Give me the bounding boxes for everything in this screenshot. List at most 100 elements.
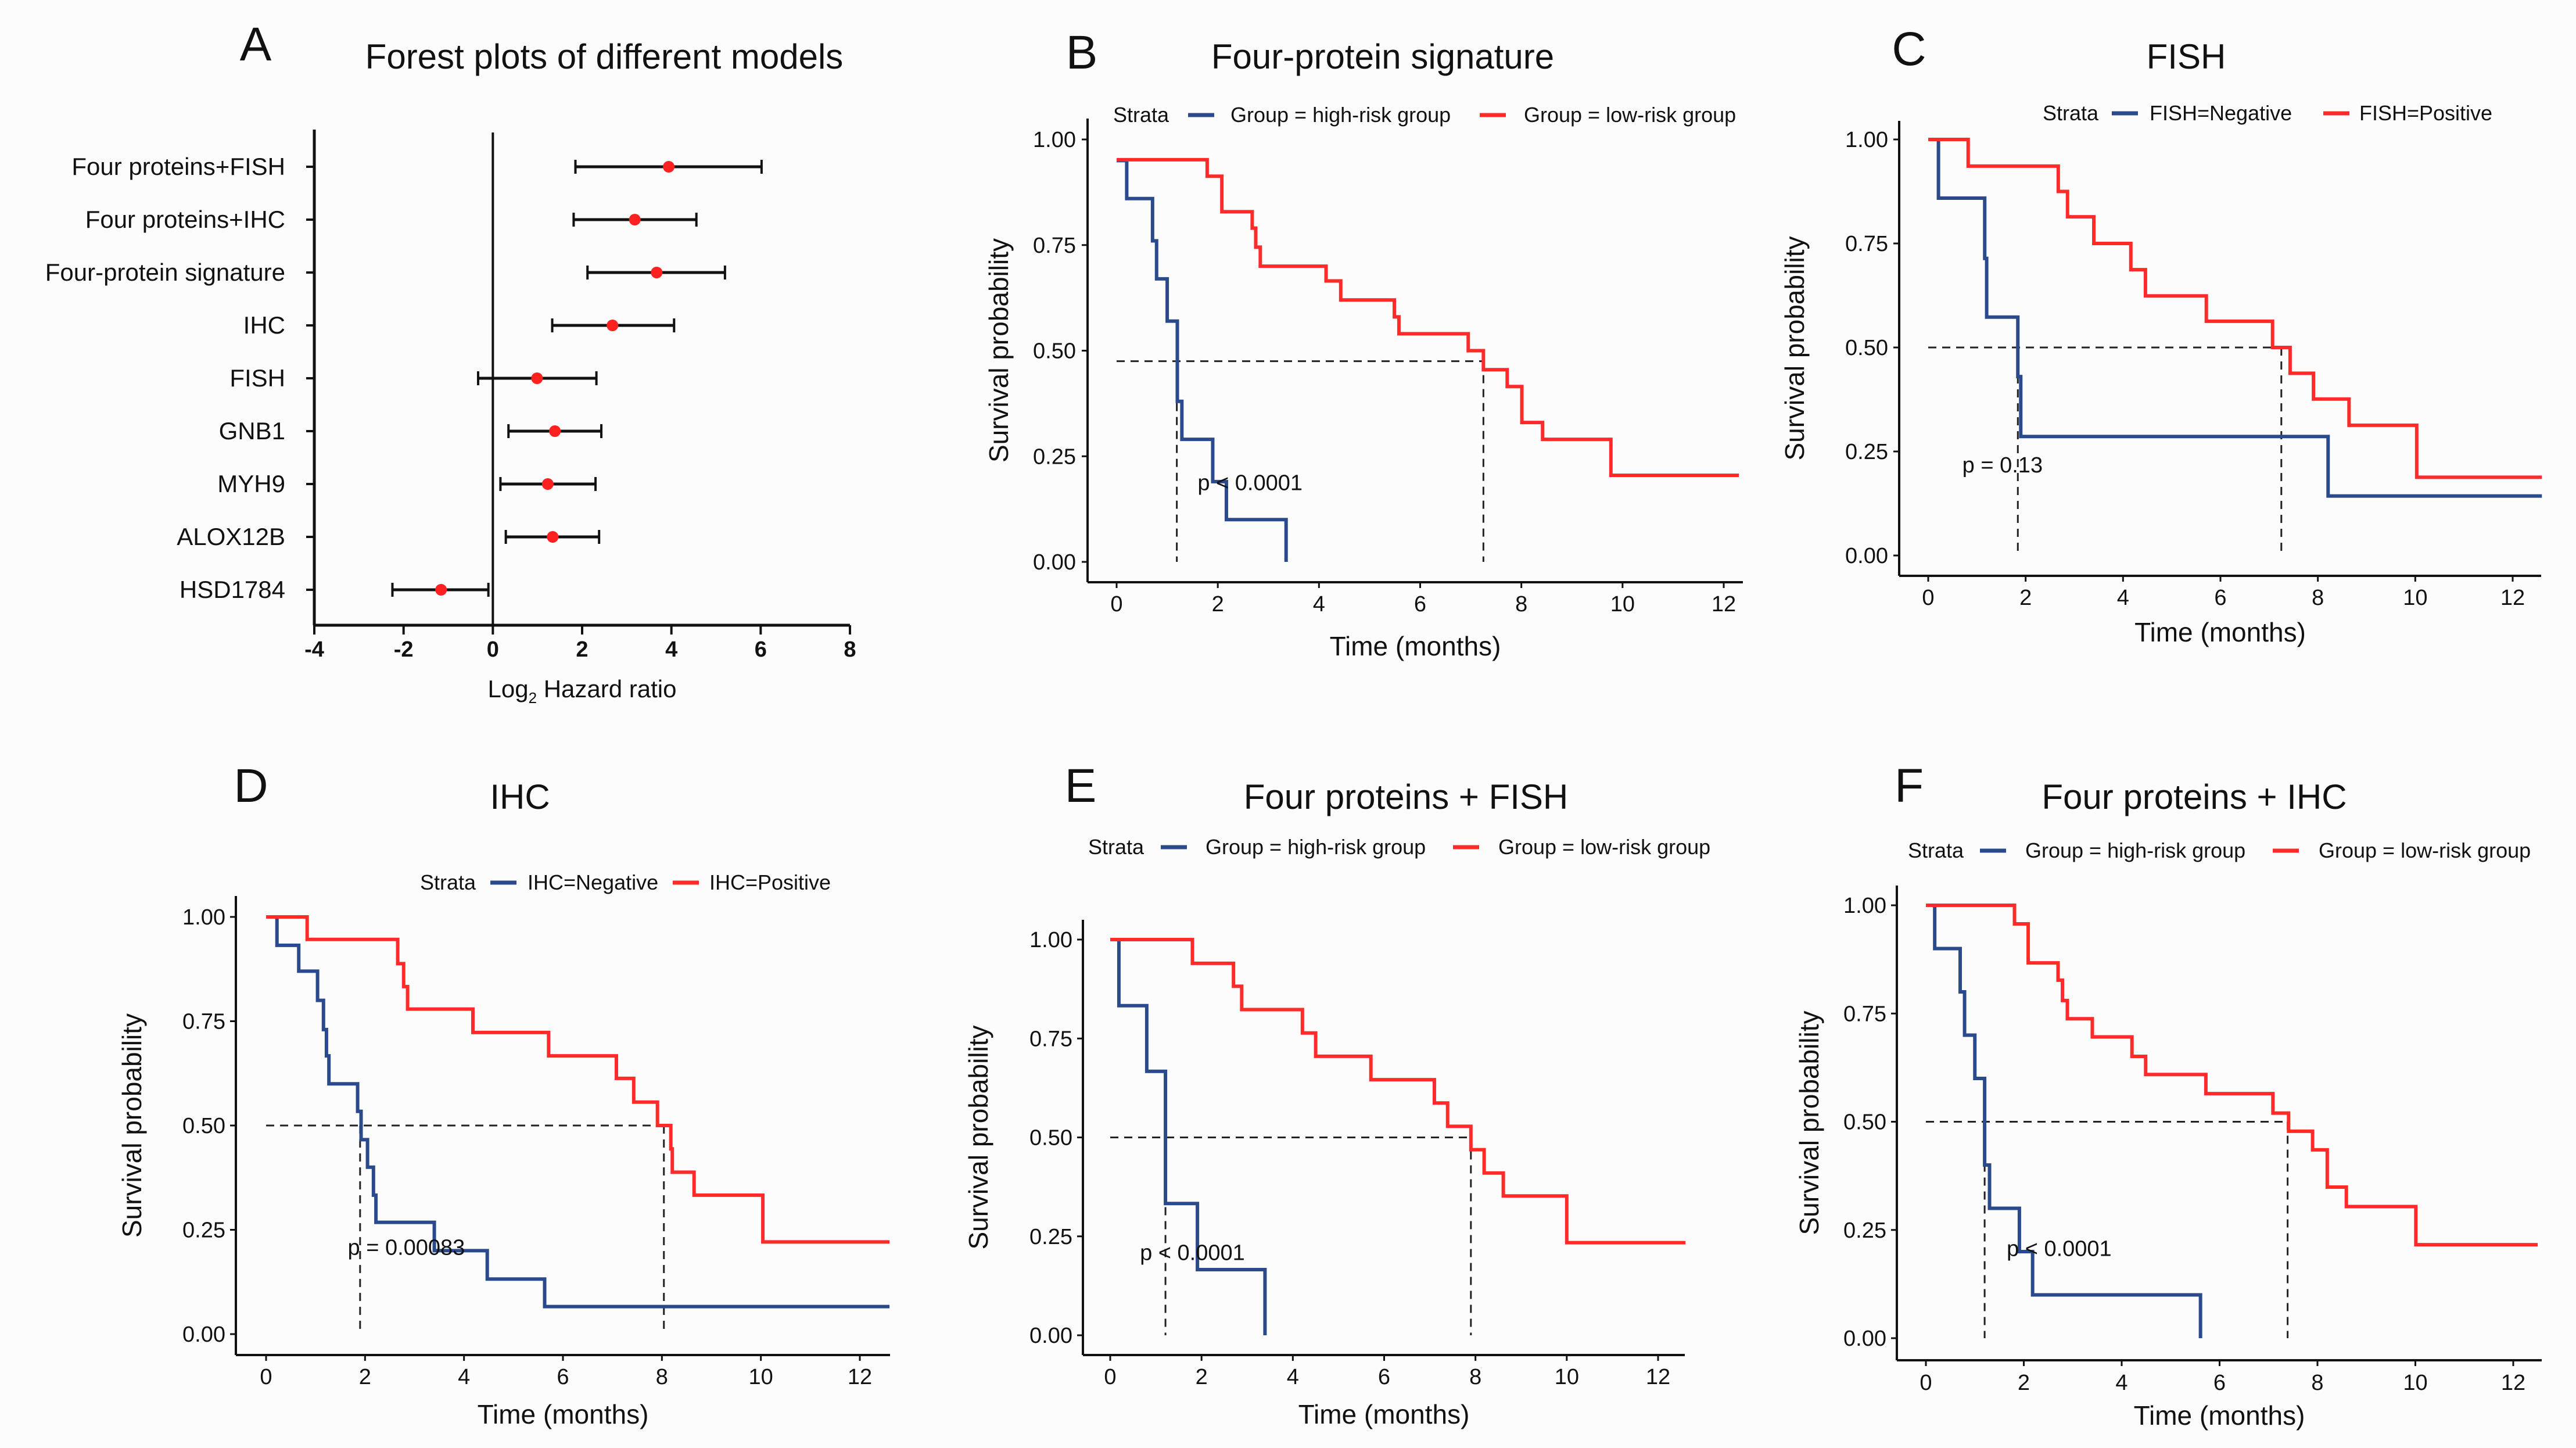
y-tick-label: 0.75 (1033, 234, 1076, 258)
x-tick-label: 6 (557, 1365, 569, 1389)
x-tick-label: -4 (304, 637, 324, 662)
legend-title: Strata (1908, 838, 1964, 862)
hazard-ratio-point (629, 214, 641, 225)
x-tick-label: 4 (2115, 1371, 2127, 1395)
x-axis-label: Log2 Hazard ratio (488, 675, 677, 707)
x-tick-label: 10 (2403, 586, 2427, 610)
forest-row: HSD1784 (180, 576, 490, 603)
y-tick-label: 0.50 (1029, 1126, 1072, 1150)
p-value-label: p < 0.0001 (1197, 471, 1303, 495)
panel-letter: B (1066, 26, 1098, 79)
x-tick-label: 0 (1920, 1371, 1932, 1395)
row-label: Four proteins+IHC (85, 206, 285, 233)
panel-letter: E (1065, 759, 1097, 812)
x-tick-label: 6 (2213, 1371, 2226, 1395)
y-axis-label: Survival probability (1779, 236, 1810, 460)
panel-letter: F (1895, 759, 1924, 812)
legend-title: Strata (1113, 103, 1169, 127)
x-tick-label: 8 (2312, 586, 2324, 610)
y-tick-label: 0.50 (1033, 339, 1076, 364)
legend-label: IHC=Negative (528, 870, 658, 894)
legend-title: Strata (420, 870, 476, 894)
x-tick-label: 8 (1515, 592, 1527, 617)
row-label: GNB1 (219, 417, 285, 445)
legend-label: Group = low-risk group (1498, 835, 1710, 859)
x-tick-label: 10 (1610, 592, 1635, 617)
y-tick-label: 0.75 (182, 1010, 225, 1034)
y-tick-label: 0.75 (1843, 1002, 1886, 1026)
survival-curve-blue (1117, 159, 1288, 562)
x-tick-label: 2 (1196, 1365, 1208, 1389)
survival-curve-red (266, 915, 890, 1244)
x-tick-label: 6 (2214, 586, 2226, 610)
y-tick-label: 0.25 (1029, 1225, 1072, 1249)
x-axis-label-subscript: 2 (529, 689, 537, 707)
p-value-label: p < 0.0001 (1140, 1241, 1245, 1266)
panel-title: FISH (2147, 37, 2226, 76)
legend: Strata Group = high-risk group Group = low… (1113, 103, 1736, 127)
hazard-ratio-point (663, 161, 675, 173)
forest-row: Four proteins+FISH (71, 153, 763, 180)
x-tick-label: 4 (2117, 586, 2129, 610)
survival-curve-red (1110, 938, 1686, 1245)
y-tick-label: 0.00 (182, 1322, 225, 1347)
hazard-ratio-point (651, 267, 663, 278)
survival-curve-red (1928, 138, 2542, 479)
panel-title: Four proteins + IHC (2042, 777, 2347, 816)
p-value-label: p < 0.0001 (2007, 1236, 2112, 1261)
y-tick-label: 0.50 (1845, 336, 1888, 360)
row-label: FISH (229, 364, 285, 392)
panel-d-km-ihc: D IHC 0 2 4 6 8 10 12 0.00 0.25 0.50 0.75 1.00 Time (m… (117, 759, 890, 1429)
panel-title: Four proteins + FISH (1244, 777, 1569, 816)
legend-label: Group = high-risk group (1206, 835, 1426, 859)
x-tick-label: 6 (755, 637, 767, 662)
legend-label: Group = low-risk group (1524, 103, 1736, 127)
x-axis-label: Time (months) (2134, 617, 2306, 647)
x-tick-label: 2 (2019, 586, 2032, 610)
x-tick-label: 0 (1922, 586, 1934, 610)
x-tick-label: 12 (848, 1365, 872, 1389)
x-axis-label-log: Log (488, 675, 529, 703)
y-tick-label: 1.00 (182, 905, 225, 930)
x-tick-label: 8 (1469, 1365, 1481, 1389)
x-tick-label: -2 (394, 637, 414, 662)
row-label: Four proteins+FISH (71, 153, 285, 180)
y-tick-label: 1.00 (1843, 894, 1886, 918)
x-tick-label: 12 (2500, 586, 2525, 610)
hazard-ratio-point (549, 425, 561, 437)
y-axis-label: Survival probability (963, 1025, 993, 1249)
legend-label: Group = low-risk group (2319, 838, 2531, 862)
survival-curve-blue (266, 915, 890, 1309)
x-tick-label: 12 (1712, 592, 1736, 617)
x-tick-label: 6 (1414, 592, 1426, 617)
panel-c-km-fish: C FISH 0 2 4 6 8 10 12 0.00 0.25 0.50 0.75 1.00 Time (… (1779, 23, 2542, 647)
x-axis-label: Time (months) (2134, 1400, 2305, 1431)
y-tick-label: 0.00 (1845, 544, 1888, 568)
forest-row: FISH (229, 364, 598, 392)
row-label: IHC (243, 311, 285, 339)
forest-row: Four-protein signature (45, 259, 726, 286)
forest-row: IHC (243, 311, 676, 339)
legend: Strata Group = high-risk group Group = low… (1908, 838, 2531, 862)
x-tick-label: 10 (749, 1365, 773, 1389)
survival-curve-red (1117, 157, 1739, 477)
panel-e-km-four-proteins-fish: E Four proteins + FISH 0 2 4 6 8 10 12 0.00 0.25 0.… (963, 759, 1710, 1429)
x-tick-label: 0 (487, 637, 499, 662)
y-tick-label: 0.75 (1029, 1027, 1072, 1051)
y-axis-label: Survival probability (984, 238, 1014, 463)
legend-label: FISH=Positive (2359, 101, 2492, 125)
x-tick-label: 0 (1104, 1365, 1116, 1389)
x-tick-label: 0 (260, 1365, 272, 1389)
y-tick-label: 0.50 (182, 1114, 225, 1138)
x-axis-label: Time (months) (1298, 1399, 1470, 1429)
x-axis-label: Time (months) (478, 1399, 649, 1429)
x-tick-label: 8 (656, 1365, 668, 1389)
panel-title: IHC (490, 777, 550, 816)
panel-a-forest-plot: A Forest plots of different models -4 -2 0 2 4… (45, 18, 856, 707)
panel-title: Four-protein signature (1211, 37, 1554, 76)
legend-label: FISH=Negative (2150, 101, 2292, 125)
hazard-ratio-point (531, 372, 543, 384)
legend-title: Strata (2043, 101, 2099, 125)
